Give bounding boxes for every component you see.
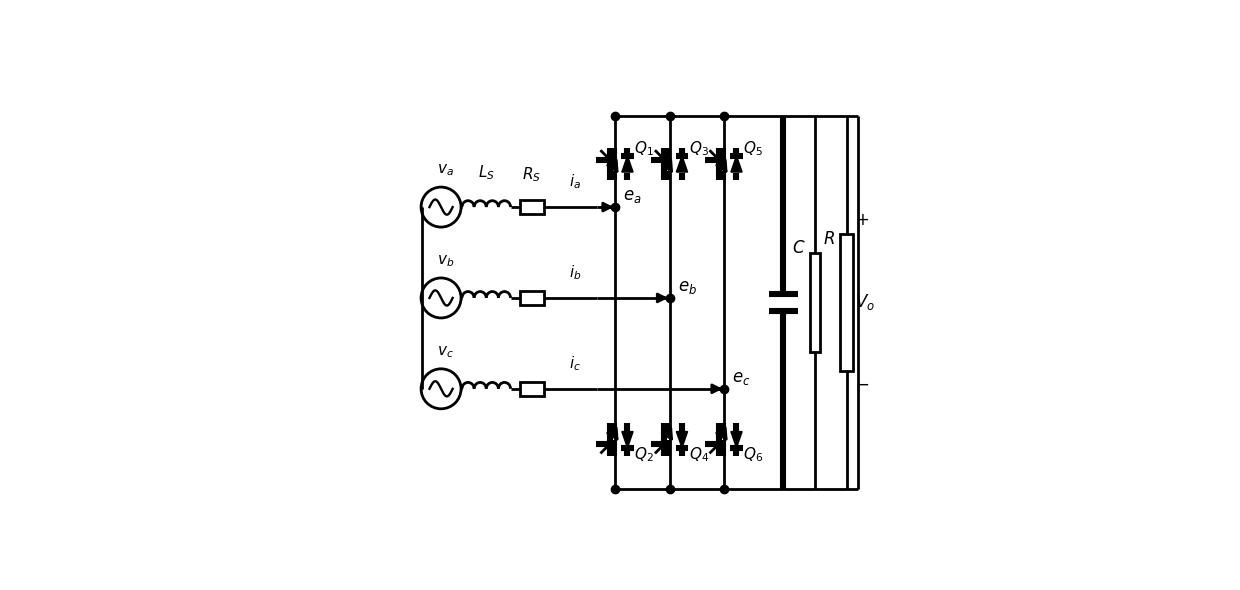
- Text: $v_c$: $v_c$: [438, 344, 454, 360]
- Text: $R$: $R$: [823, 230, 835, 248]
- Text: $e_b$: $e_b$: [678, 278, 697, 296]
- Text: $Q_4$: $Q_4$: [688, 445, 709, 464]
- Polygon shape: [621, 431, 634, 448]
- Text: $-$: $-$: [856, 375, 869, 393]
- Text: $Q_5$: $Q_5$: [743, 140, 763, 158]
- Text: $i_c$: $i_c$: [569, 354, 580, 373]
- Text: $C$: $C$: [792, 239, 806, 257]
- Text: $Q_1$: $Q_1$: [634, 140, 653, 158]
- Text: $V_o$: $V_o$: [856, 293, 875, 313]
- Text: $L_S$: $L_S$: [477, 163, 495, 182]
- Text: $i_b$: $i_b$: [569, 263, 582, 282]
- Polygon shape: [621, 156, 634, 172]
- Text: $+$: $+$: [856, 211, 869, 230]
- Polygon shape: [730, 156, 742, 172]
- Text: $i_a$: $i_a$: [569, 172, 580, 191]
- Text: $v_a$: $v_a$: [438, 162, 454, 178]
- Text: $R_S$: $R_S$: [522, 165, 542, 184]
- Polygon shape: [676, 431, 688, 448]
- Text: $e_a$: $e_a$: [624, 187, 642, 205]
- Text: $Q_3$: $Q_3$: [688, 140, 708, 158]
- Polygon shape: [730, 431, 742, 448]
- Text: $v_b$: $v_b$: [436, 253, 454, 269]
- Text: $e_c$: $e_c$: [733, 369, 750, 386]
- Text: $Q_6$: $Q_6$: [743, 445, 764, 464]
- Text: $Q_2$: $Q_2$: [634, 445, 653, 464]
- Polygon shape: [676, 156, 688, 172]
